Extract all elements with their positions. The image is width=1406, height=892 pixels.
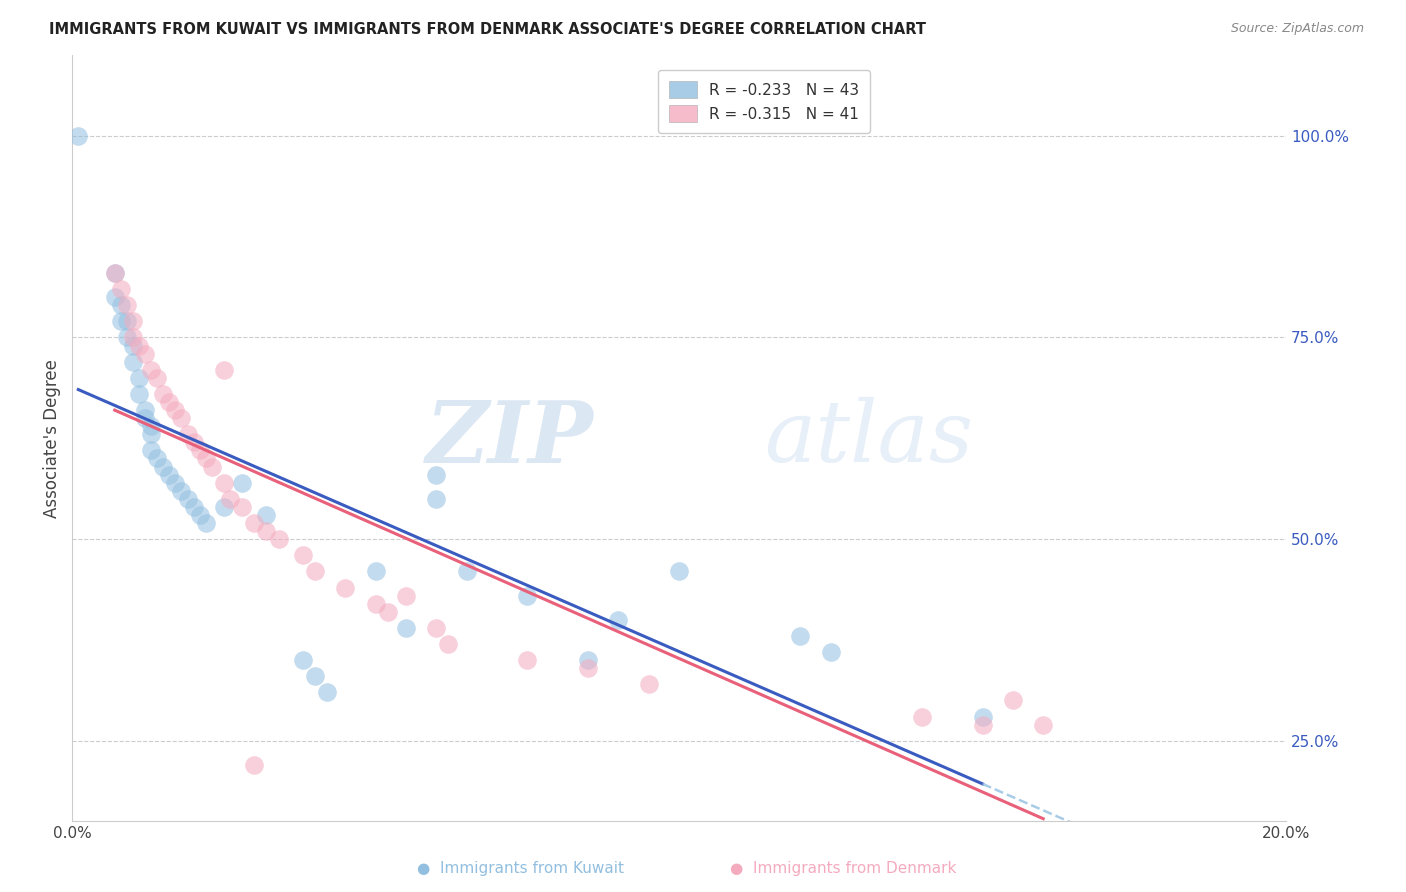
Point — [110, 314, 132, 328]
Point — [115, 314, 138, 328]
Point — [637, 677, 659, 691]
Point — [122, 314, 145, 328]
Point — [183, 500, 205, 514]
Point — [110, 298, 132, 312]
Point — [194, 516, 217, 530]
Y-axis label: Associate's Degree: Associate's Degree — [44, 359, 60, 517]
Point — [254, 508, 277, 522]
Point — [128, 338, 150, 352]
Point — [67, 128, 90, 143]
Point — [139, 443, 162, 458]
Point — [134, 411, 156, 425]
Point — [157, 395, 180, 409]
Point — [395, 621, 418, 635]
Point — [139, 363, 162, 377]
Point — [152, 459, 174, 474]
Point — [516, 589, 538, 603]
Point — [231, 475, 253, 490]
Point — [231, 500, 253, 514]
Point — [335, 581, 357, 595]
Point — [146, 371, 169, 385]
Point — [165, 403, 187, 417]
Text: ●  Immigrants from Denmark: ● Immigrants from Denmark — [730, 861, 957, 876]
Point — [254, 524, 277, 538]
Text: ZIP: ZIP — [426, 397, 595, 480]
Point — [516, 653, 538, 667]
Point — [134, 403, 156, 417]
Text: atlas: atlas — [763, 397, 973, 480]
Point — [110, 282, 132, 296]
Point — [212, 475, 235, 490]
Point — [972, 709, 994, 723]
Point — [304, 565, 326, 579]
Point — [576, 653, 599, 667]
Point — [104, 290, 127, 304]
Point — [104, 266, 127, 280]
Point — [122, 354, 145, 368]
Point — [377, 605, 399, 619]
Point — [201, 459, 224, 474]
Point — [291, 548, 314, 562]
Text: IMMIGRANTS FROM KUWAIT VS IMMIGRANTS FROM DENMARK ASSOCIATE'S DEGREE CORRELATION: IMMIGRANTS FROM KUWAIT VS IMMIGRANTS FRO… — [49, 22, 927, 37]
Point — [607, 613, 630, 627]
Point — [194, 451, 217, 466]
Point — [146, 451, 169, 466]
Point — [668, 565, 690, 579]
Point — [139, 427, 162, 442]
Point — [157, 467, 180, 482]
Point — [188, 443, 211, 458]
Point — [425, 491, 447, 506]
Point — [364, 597, 387, 611]
Point — [243, 758, 266, 772]
Point — [425, 467, 447, 482]
Point — [437, 637, 460, 651]
Point — [316, 685, 339, 699]
Point — [789, 629, 811, 643]
Point — [364, 565, 387, 579]
Point — [456, 565, 478, 579]
Point — [170, 411, 193, 425]
Point — [425, 621, 447, 635]
Point — [267, 532, 290, 546]
Text: Source: ZipAtlas.com: Source: ZipAtlas.com — [1230, 22, 1364, 36]
Point — [104, 266, 127, 280]
Point — [219, 491, 242, 506]
Point — [122, 330, 145, 344]
Text: ●  Immigrants from Kuwait: ● Immigrants from Kuwait — [416, 861, 624, 876]
Point — [212, 363, 235, 377]
Point — [1001, 693, 1024, 707]
Point — [128, 387, 150, 401]
Point — [139, 419, 162, 434]
Point — [1032, 717, 1054, 731]
Point — [291, 653, 314, 667]
Point — [972, 717, 994, 731]
Point — [128, 371, 150, 385]
Legend: R = -0.233   N = 43, R = -0.315   N = 41: R = -0.233 N = 43, R = -0.315 N = 41 — [658, 70, 870, 133]
Point — [212, 500, 235, 514]
Point — [115, 330, 138, 344]
Point — [576, 661, 599, 675]
Point — [152, 387, 174, 401]
Point — [134, 346, 156, 360]
Point — [115, 298, 138, 312]
Point — [183, 435, 205, 450]
Point — [176, 427, 198, 442]
Point — [820, 645, 842, 659]
Point — [304, 669, 326, 683]
Point — [188, 508, 211, 522]
Point — [165, 475, 187, 490]
Point — [911, 709, 934, 723]
Point — [176, 491, 198, 506]
Point — [395, 589, 418, 603]
Point — [243, 516, 266, 530]
Point — [122, 338, 145, 352]
Point — [170, 483, 193, 498]
